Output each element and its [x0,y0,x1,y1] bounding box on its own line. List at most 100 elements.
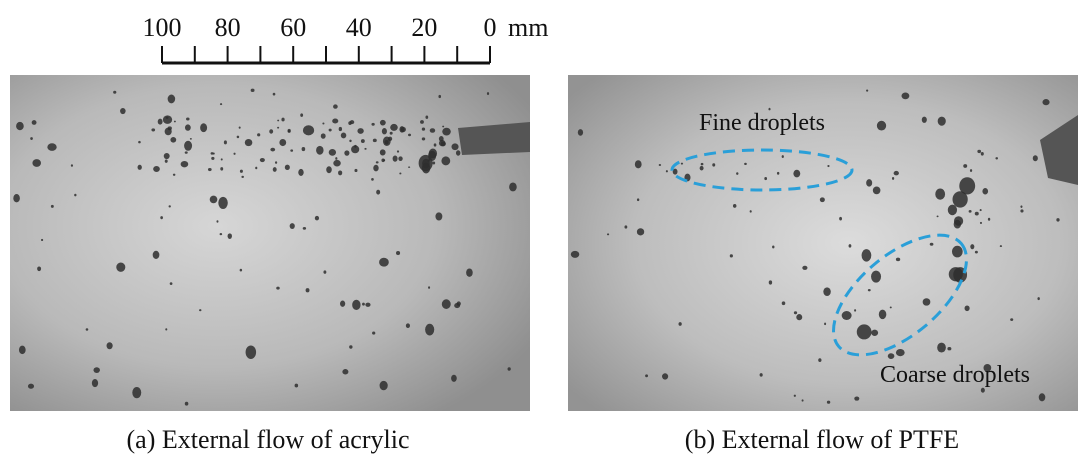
droplet [432,161,436,165]
droplet [31,120,37,125]
droplet [680,162,684,165]
droplet [16,121,24,131]
droplet [827,164,830,168]
droplet [712,163,716,167]
droplet [764,176,768,181]
droplet [371,177,374,181]
droplet [876,120,887,131]
droplet [636,228,645,236]
droplet [818,358,822,362]
droplet [979,209,982,212]
droplet [841,311,852,320]
droplet [269,129,274,134]
droplet [772,245,775,249]
scale-label: 20 [411,13,437,42]
droplet [357,128,364,134]
droplet [929,242,934,246]
droplet [428,148,438,159]
droplet [207,168,212,172]
droplet [216,220,219,223]
droplet [298,168,304,176]
droplet [824,322,827,326]
droplet [316,145,324,155]
droplet [665,170,668,173]
droplet [871,270,882,283]
droplet [200,123,208,133]
droplet [279,139,287,147]
droplet [379,119,386,126]
droplet [893,170,899,176]
droplet [287,129,290,133]
droplet [184,140,193,151]
droplet [953,219,962,229]
droplet [736,172,739,175]
highlight-coarse [832,233,968,357]
droplet [442,125,445,128]
droplet [645,374,649,378]
droplet [13,193,20,203]
droplet [168,205,171,208]
droplet [839,216,843,221]
droplet [396,150,400,153]
droplet [349,139,352,143]
droplet [947,347,952,351]
droplet [199,309,202,312]
droplet [826,400,831,404]
droplet [624,225,628,229]
droplet [270,147,276,152]
droplet [238,126,241,129]
scale-bar: 100 80 60 40 20 0 mm [143,13,548,65]
droplet [606,233,610,236]
droplet [848,244,852,248]
droplet [360,139,365,143]
droplet [854,396,860,401]
droplet [979,221,983,225]
droplet [999,245,1003,248]
droplet [634,160,642,169]
droplet [454,303,461,309]
droplet [328,149,337,156]
droplet [151,128,156,132]
droplet [947,204,958,216]
droplet [189,138,192,140]
droplet [441,156,451,166]
droplet [1020,205,1023,208]
droplet [383,159,386,162]
droplet [354,168,358,173]
droplet [323,270,327,274]
droplet [937,342,946,353]
scale-label: 100 [143,13,182,42]
droplet [969,169,973,172]
droplet [305,288,310,293]
droplet [120,107,126,115]
droplet [257,133,261,137]
droplet [372,331,376,335]
droplet [570,250,580,258]
droplet [442,127,451,136]
droplet [259,157,265,163]
droplet [438,139,446,147]
annotation: Coarse droplets [880,362,1030,388]
droplet [236,135,240,139]
droplet [854,309,857,312]
droplet [636,198,640,202]
droplet [889,306,892,309]
droplet [340,132,347,139]
droplet [320,133,326,139]
droplet [227,233,232,240]
droplet [272,92,276,96]
droplet [163,152,170,160]
droplet [921,116,927,123]
droplet [768,107,771,111]
droplet [294,383,299,388]
droplet [132,386,142,399]
droplet [172,173,176,176]
droplet [952,191,968,208]
droplet [338,126,343,132]
droplet [509,182,517,192]
droplet [433,143,437,147]
droplet [987,217,991,221]
droplet [274,161,278,164]
droplet [662,373,669,380]
